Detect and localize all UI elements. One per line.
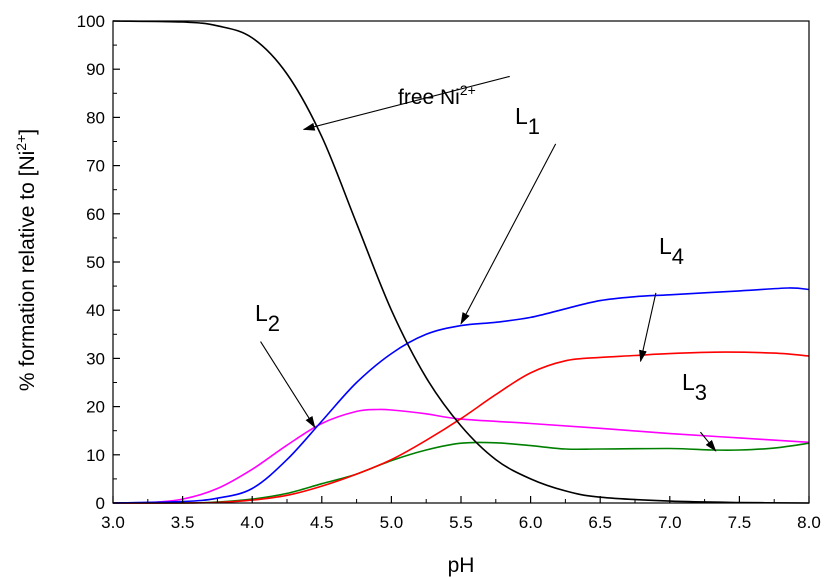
annotation-label-l3: L3: [682, 369, 707, 405]
y-tick-label: 0: [96, 494, 105, 513]
annotation-label-l4: L4: [659, 233, 684, 269]
series-line-l1: [112, 287, 810, 504]
y-axis: 0 10 20 30 40 50 60 70 80 90 100: [77, 12, 120, 513]
y-tick-label: 20: [86, 398, 105, 417]
series-line-free-ni2: [112, 20, 810, 504]
x-axis: 3.0 3.5 4.0 4.5 5.0 5.5 6.0 6.5 7.0 7.5 8.0: [101, 496, 821, 532]
x-tick-label: 3.5: [171, 513, 195, 532]
y-tick-label: 10: [86, 446, 105, 465]
annotation-subscript: 3: [695, 380, 707, 405]
x-tick-label: 7.0: [658, 513, 682, 532]
annotation-text: L: [255, 300, 268, 326]
y-tick-label: 40: [86, 301, 105, 320]
annotation-label-l2: L2: [255, 300, 280, 336]
x-tick-label: 4.5: [310, 513, 334, 532]
y-tick-label: 70: [86, 157, 105, 176]
x-tick-label: 6.5: [588, 513, 612, 532]
annotation-label-l1: L1: [515, 103, 540, 139]
x-tick-label: 7.5: [728, 513, 752, 532]
y-axis-title-superscript: 2+: [13, 135, 29, 151]
x-tick-label: 8.0: [797, 513, 821, 532]
annotation-arrow-l2: [260, 341, 316, 429]
annotation-text: L: [682, 369, 695, 395]
x-tick-label: 3.0: [101, 513, 125, 532]
x-axis-title: pH: [448, 554, 475, 577]
x-tick-label: 4.0: [240, 513, 264, 532]
annotation-arrow-l3: [699, 431, 717, 452]
y-axis-title-close: ]: [16, 129, 39, 135]
annotation-arrow-free: [302, 75, 510, 131]
series-line-l4: [112, 351, 810, 504]
y-tick-label: 90: [86, 60, 105, 79]
series-line-l3: [112, 441, 810, 504]
y-tick-label: 50: [86, 253, 105, 272]
annotation-subscript: 2: [268, 311, 280, 336]
y-tick-label: 80: [86, 108, 105, 127]
annotation-text: L: [659, 233, 672, 259]
y-axis-title: % formation relative to [Ni2+]: [13, 129, 39, 391]
annotation-subscript: 4: [672, 244, 684, 269]
annotation-subscript: 1: [528, 114, 540, 139]
y-tick-label: 60: [86, 205, 105, 224]
annotation-arrow-l1: [460, 143, 557, 325]
annotation-arrow-l4: [639, 292, 657, 363]
y-axis-title-main: % formation relative to [Ni: [16, 151, 39, 391]
x-tick-label: 5.0: [380, 513, 404, 532]
series-line-l2: [112, 408, 810, 504]
x-tick-label: 5.5: [449, 513, 473, 532]
annotation-text: L: [515, 103, 528, 129]
y-tick-label: 30: [86, 349, 105, 368]
y-tick-label: 100: [77, 12, 105, 31]
x-tick-label: 6.0: [519, 513, 543, 532]
annotation-superscript: 2+: [460, 82, 476, 98]
